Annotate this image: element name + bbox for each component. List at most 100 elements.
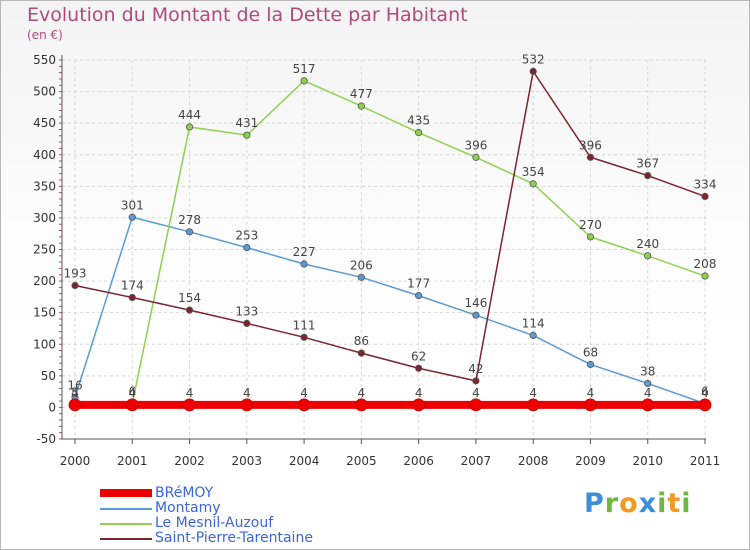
x-tick-label: 2010 [632,454,663,468]
data-label: 4 [415,386,423,400]
legend-item: BRéMOY [100,485,360,501]
y-tick-label: -50 [36,432,56,446]
data-label: 444 [178,108,201,122]
data-label: 227 [293,245,316,259]
legend-swatch [100,538,152,540]
data-point [472,153,480,161]
x-tick-label: 2009 [575,454,606,468]
data-point [526,398,540,412]
data-label: 6 [701,385,709,399]
data-point [183,398,196,412]
data-label: 62 [411,349,426,363]
logo-letter: t [667,488,682,519]
data-point [529,180,537,188]
legend: BRéMOY Montamy Le Mesnil-Auzouf Saint-Pierr… [100,485,360,546]
data-point [185,306,194,314]
data-label: 6 [128,385,136,399]
data-label: 174 [121,279,144,293]
x-tick-label: 2000 [60,454,91,468]
data-labels: 4 4 4 4 4 4 4 4 4 4 4 41630127825322720617714611468… [64,52,717,400]
y-tick-label: 400 [33,148,56,162]
data-label: 4 [587,386,595,400]
x-tick-label: 2003 [232,454,263,468]
data-label: 4 [701,386,709,400]
data-point [357,349,365,357]
logo-letter: x [638,488,658,519]
data-point [354,398,368,412]
logo-letter: r [604,488,620,519]
data-label: 4 [128,386,136,400]
data-point [300,77,308,85]
data-label: 4 [358,386,366,400]
x-tick-label: 2006 [403,454,434,468]
data-point [300,260,308,268]
data-point [243,131,251,139]
data-label: 240 [636,237,659,251]
data-label: 42 [468,362,483,376]
series-layer [68,67,712,412]
data-label: 4 [644,386,652,400]
series-line-montamy [74,216,706,405]
data-label: 334 [694,177,717,191]
data-label: 208 [694,257,717,271]
data-label: 5 [71,385,79,399]
y-tick-label: 550 [33,53,56,67]
y-tick-label: 200 [33,274,56,288]
data-label: 177 [407,277,430,291]
data-point [469,398,483,412]
data-point [412,398,426,412]
data-label: 270 [579,218,602,232]
data-point [185,123,194,131]
logo-letter: o [619,488,639,519]
data-label: 354 [522,165,545,179]
y-tick-label: 450 [33,116,56,130]
data-point [641,398,655,412]
data-label: 4 [529,386,537,400]
data-label: 114 [522,316,545,330]
legend-item: Montamy [100,500,360,516]
data-point [300,333,308,341]
data-point [472,377,480,385]
data-label: 396 [464,138,487,152]
y-tick-label: 500 [33,85,56,99]
data-label: 367 [636,157,659,171]
logo-letter: i [681,488,692,519]
data-label: 146 [464,296,487,310]
data-label: 4 [472,386,480,400]
legend-swatch [100,489,152,497]
data-point [472,311,480,319]
legend-item: Saint-Pierre-Tarentaine [100,530,360,546]
data-point [698,398,712,412]
data-point [415,292,423,300]
data-label: 4 [300,386,308,400]
data-point [128,293,136,302]
data-label: 4 [243,386,251,400]
proxiti-logo: Proxiti [584,488,692,519]
grid [62,59,706,440]
x-tick-label: 2007 [461,454,492,468]
data-point [701,192,709,201]
data-label: 532 [522,52,545,66]
logo-letter: P [584,488,605,519]
chart-title: Evolution du Montant de la Dette par Hab… [27,4,468,26]
chart-subtitle: (en €) [27,28,63,42]
legend-item: Le Mesnil-Auzouf [100,515,360,531]
series-line-le-mesnil-auzouf [74,80,706,406]
logo-letter: i [657,488,668,519]
data-label: 301 [121,198,144,212]
data-point [415,364,423,372]
legend-label: Montamy [155,500,221,516]
x-tick-label: 2004 [289,454,320,468]
data-label: 68 [583,345,598,359]
legend-swatch [100,508,152,510]
data-label: 477 [350,87,373,101]
data-point [584,398,597,412]
data-point [529,67,537,75]
y-tick-label: 350 [33,179,56,193]
x-tick-label: 2008 [518,454,549,468]
y-tick-label: 50 [41,369,56,383]
y-tick-label: 300 [33,211,56,225]
data-label: 253 [235,229,258,243]
legend-swatch [100,523,152,525]
data-point [586,233,595,241]
